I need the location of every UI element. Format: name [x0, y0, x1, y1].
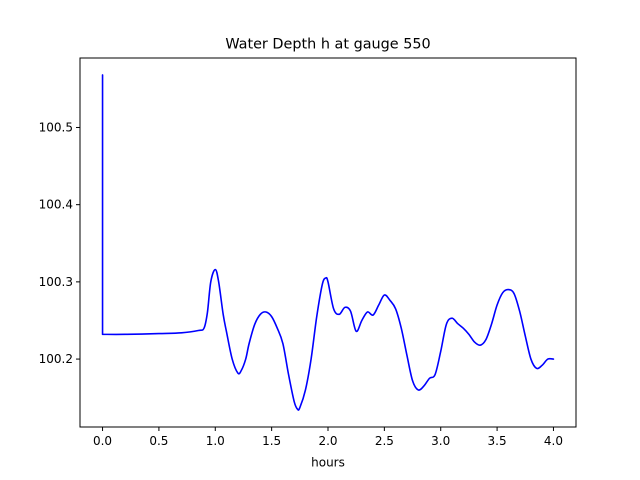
x-tick-label: 2.0	[318, 434, 337, 448]
x-axis-label: hours	[311, 456, 345, 470]
chart-title: Water Depth h at gauge 550	[225, 37, 430, 53]
y-tick-label: 100.5	[39, 120, 73, 134]
series-line	[101, 74, 555, 411]
x-axis-ticks: 0.0 0.5 1.0 1.5 2.0 2.5 3.0 3.5 4.0	[93, 427, 563, 448]
y-tick-label: 100.3	[39, 275, 73, 289]
x-tick-label: 1.5	[262, 434, 281, 448]
plot-area-frame	[79, 57, 577, 428]
x-tick-label: 4.0	[544, 434, 563, 448]
x-tick-label: 0.0	[93, 434, 112, 448]
y-axis-ticks: 100.2 100.3 100.4 100.5	[39, 120, 80, 366]
y-tick-label: 100.2	[39, 352, 73, 366]
y-tick-label: 100.4	[39, 198, 73, 212]
x-tick-label: 3.5	[488, 434, 507, 448]
x-tick-label: 1.0	[206, 434, 225, 448]
x-tick-label: 0.5	[149, 434, 168, 448]
x-tick-label: 3.0	[431, 434, 450, 448]
x-tick-label: 2.5	[375, 434, 394, 448]
